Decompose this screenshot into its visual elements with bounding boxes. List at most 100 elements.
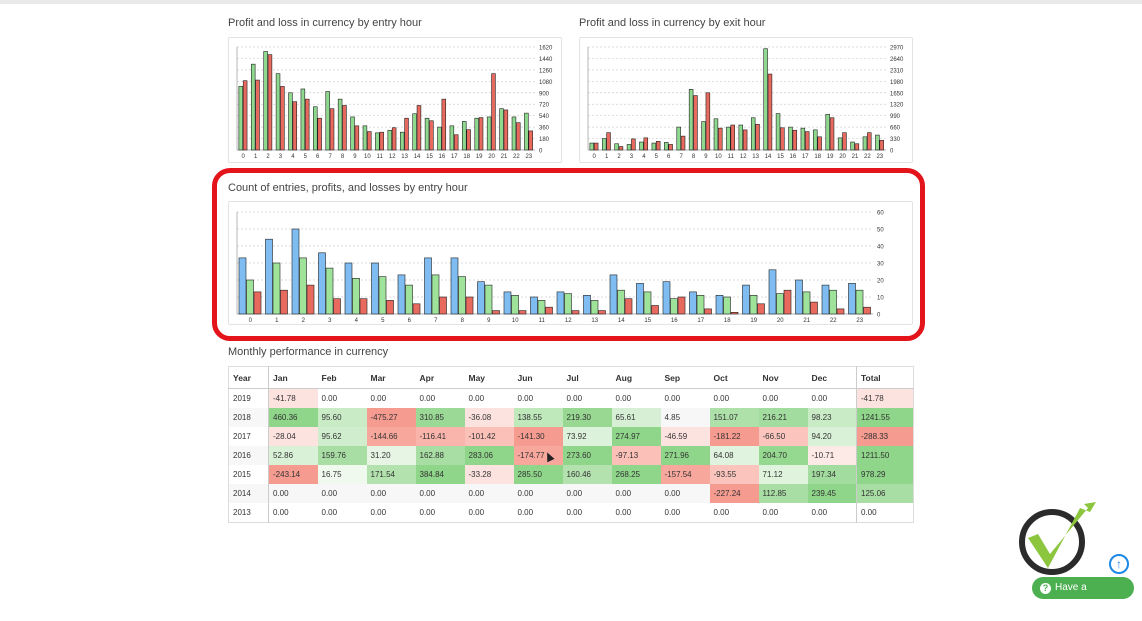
column-header[interactable]: Aug [611, 366, 661, 389]
bar [491, 73, 496, 151]
value-cell: -144.66 [366, 427, 416, 446]
year-cell: 2014 [228, 484, 269, 503]
value-cell: 64.08 [709, 446, 759, 465]
bar [530, 296, 538, 315]
x-tick-label: 3 [328, 318, 332, 324]
column-header[interactable]: Feb [317, 366, 367, 389]
value-cell: 0.00 [317, 503, 367, 523]
bar [272, 262, 281, 315]
x-tick-label: 15 [644, 318, 651, 324]
bar [817, 136, 822, 151]
y-tick-label: 40 [877, 245, 884, 251]
bar [478, 117, 484, 151]
column-header[interactable]: Mar [366, 366, 416, 389]
bar [875, 134, 880, 151]
value-cell: 0.00 [562, 388, 612, 408]
bar [854, 143, 860, 151]
bar [267, 54, 273, 151]
exit-pl-chart-title: Profit and loss in currency by exit hour [579, 17, 766, 29]
bar [850, 141, 855, 151]
bar [280, 289, 288, 315]
x-tick-label: 2 [617, 154, 621, 160]
value-cell: 95.60 [317, 408, 367, 427]
bar [738, 124, 744, 151]
y-tick-label: 2640 [890, 57, 904, 63]
value-cell: -97.13 [611, 446, 661, 465]
value-cell: -101.42 [464, 427, 514, 446]
x-tick-label: 18 [814, 154, 821, 160]
value-cell: 0.00 [758, 388, 808, 408]
x-tick-label: 23 [876, 154, 883, 160]
bar [589, 142, 595, 151]
value-cell: 1241.55 [856, 408, 914, 427]
column-header[interactable]: Dec [807, 366, 857, 389]
column-header[interactable]: Jun [513, 366, 563, 389]
value-cell: 0.00 [464, 503, 514, 523]
column-header[interactable]: May [464, 366, 514, 389]
bar [304, 98, 310, 151]
column-header[interactable]: Sep [660, 366, 710, 389]
bar [306, 284, 315, 315]
value-cell: 0.00 [317, 484, 367, 503]
bar [465, 296, 474, 315]
x-tick-label: 1 [605, 154, 609, 160]
column-header[interactable]: Nov [758, 366, 808, 389]
value-cell: 0.00 [709, 503, 759, 523]
y-tick-label: 660 [890, 126, 901, 132]
bar [397, 274, 406, 315]
table-row: 2017 -28.04 95.62 -144.66 -116.41 -101.42 -141… [228, 427, 914, 446]
value-cell: 31.20 [366, 446, 416, 465]
bar [651, 142, 657, 151]
bar [676, 126, 681, 151]
y-tick-label: 720 [539, 103, 550, 109]
bar [696, 295, 705, 315]
have-a-question-button[interactable]: ? Have a Question? [1032, 577, 1134, 615]
bar [693, 95, 698, 151]
value-cell: -46.59 [660, 427, 710, 446]
bar [804, 131, 810, 151]
x-tick-label: 10 [364, 154, 371, 160]
bar [723, 296, 731, 315]
x-tick-label: 11 [377, 154, 384, 160]
bar [624, 298, 633, 315]
value-cell: 283.06 [464, 446, 514, 465]
column-header[interactable]: Jan [268, 366, 318, 389]
bar [424, 117, 430, 151]
bar [757, 303, 765, 315]
y-tick-label: 2310 [890, 68, 904, 74]
year-cell: 2013 [228, 503, 269, 523]
bar [503, 291, 512, 315]
bar [564, 293, 572, 315]
bar [783, 289, 792, 315]
bar [730, 312, 739, 315]
column-header[interactable]: Total [856, 366, 914, 389]
bar [802, 291, 811, 315]
bar [609, 274, 618, 315]
value-cell: -141.30 [513, 427, 563, 446]
value-cell: 160.46 [562, 465, 612, 484]
bar [342, 105, 347, 151]
bar [767, 73, 773, 151]
value-cell: 460.36 [268, 408, 318, 427]
bar [246, 279, 254, 315]
bar [639, 141, 644, 151]
bar [528, 130, 533, 151]
column-header[interactable]: Oct [709, 366, 759, 389]
column-header[interactable]: Apr [415, 366, 465, 389]
bar [780, 127, 785, 151]
x-tick-label: 21 [852, 154, 859, 160]
x-tick-label: 19 [827, 154, 834, 160]
x-tick-label: 9 [704, 154, 708, 160]
bar [412, 113, 417, 151]
x-tick-label: 9 [353, 154, 357, 160]
x-tick-label: 5 [381, 318, 385, 324]
column-header[interactable]: Jul [562, 366, 612, 389]
bar [705, 92, 711, 151]
scroll-to-top-button[interactable]: ↑ [1109, 554, 1129, 574]
bar [689, 291, 697, 315]
bar [879, 139, 884, 151]
column-header[interactable]: Year [228, 366, 269, 389]
value-cell: 0.00 [660, 503, 710, 523]
bar [524, 112, 529, 151]
bar [571, 310, 580, 315]
